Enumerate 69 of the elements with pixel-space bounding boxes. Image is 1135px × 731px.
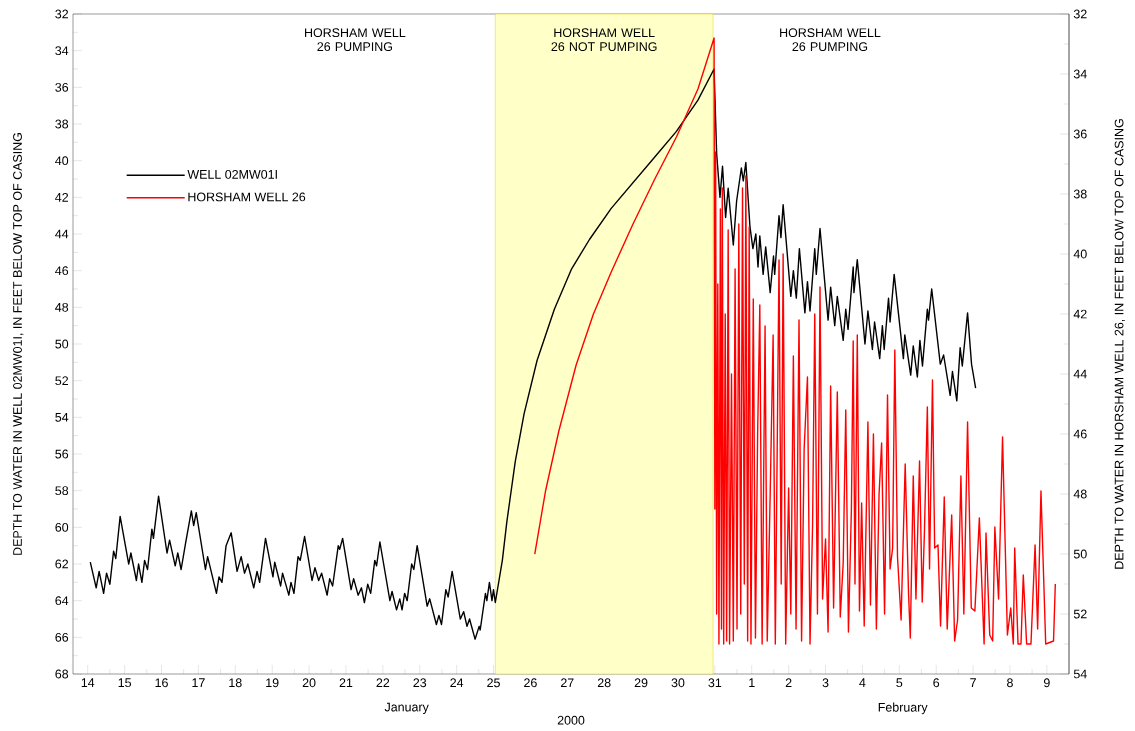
x-tick-label: 23: [413, 678, 427, 688]
y-tick-label: 62: [55, 559, 69, 569]
y2-tick-label: 48: [1073, 489, 1087, 499]
y-tick-label: 46: [55, 266, 69, 276]
y-tick-label: 54: [55, 413, 69, 422]
y-tick-label: 56: [55, 449, 69, 459]
x-tick-label: 3: [822, 678, 829, 688]
y-tick-label: 32: [55, 9, 69, 19]
x-tick-label: 17: [192, 678, 205, 687]
y-tick-label: 34: [55, 46, 69, 56]
x-tick-label: 2: [785, 678, 792, 688]
x-tick-label: 28: [597, 678, 611, 688]
y2-axis-title: DEPTH TO WATER IN HORSHAM WELL 26, IN FEET BELOW TOP OF CASING: [1114, 119, 1125, 569]
y2-tick-label: 34: [1073, 69, 1087, 79]
x-tick-label: 16: [155, 678, 168, 688]
y-tick-label: 50: [55, 339, 69, 349]
x-tick-label: 7: [970, 678, 976, 687]
x-tick-label: 27: [560, 678, 574, 688]
x-tick-label: 19: [266, 678, 279, 688]
line-series: [534, 37, 1057, 645]
y-tick-label: 42: [55, 193, 69, 202]
x-tick-label: 29: [634, 678, 648, 688]
y2-tick-label: 52: [1073, 609, 1087, 619]
y-tick-label: 38: [55, 119, 69, 129]
x-tick-label: 20: [302, 678, 316, 688]
legend-label: WELL 02MW01I: [187, 170, 277, 179]
y2-tick-label: 50: [1073, 549, 1087, 559]
x-tick-label: 8: [1007, 678, 1013, 688]
y2-tick-label: 32: [1073, 9, 1087, 19]
x-tick-label: 9: [1043, 678, 1050, 688]
y-tick-label: 48: [55, 302, 69, 312]
y-tick-label: 36: [55, 82, 69, 92]
x-tick-label: 15: [118, 678, 132, 688]
y-tick-label: 60: [55, 522, 69, 532]
x-tick-label: 18: [229, 678, 242, 688]
x-tick-label: 4: [859, 678, 866, 687]
y2-tick-label: 44: [1073, 369, 1087, 379]
x-tick-label: 22: [376, 678, 390, 688]
y-tick-label: 64: [55, 596, 69, 606]
x-tick-label: 1: [749, 678, 755, 687]
x-tick-label: 21: [339, 678, 353, 688]
y-tick-label: 44: [55, 229, 69, 239]
y2-tick-label: 46: [1073, 429, 1087, 439]
text: January: [384, 702, 429, 714]
x-axis-title: 2000: [557, 715, 585, 725]
y2-tick-label: 54: [1073, 669, 1087, 679]
y2-tick-label: 42: [1073, 309, 1087, 319]
y-tick-label: 40: [55, 156, 69, 166]
y-tick-label: 58: [55, 486, 69, 496]
y-axis-title: DEPTH TO WATER IN WELL 02MW01I, IN FEET BELOW TOP OF CASING: [13, 133, 24, 555]
x-tick-label: 6: [933, 678, 940, 688]
y2-tick-label: 40: [1073, 249, 1087, 259]
annotation: HORSHAM WELL 26 PUMPING: [305, 28, 406, 52]
x-tick-label: 26: [524, 678, 537, 688]
x-tick-label: 24: [450, 678, 464, 688]
annotation: HORSHAM WELL 26 PUMPING: [780, 28, 881, 52]
x-tick-label: 14: [81, 678, 95, 687]
y-tick-label: 66: [55, 632, 69, 642]
y-tick-label: 52: [55, 376, 69, 386]
x-tick-label: 25: [487, 678, 500, 688]
y2-tick-label: 38: [1073, 189, 1087, 199]
band-label: HORSHAM WELL 26 NOT PUMPING: [551, 28, 657, 52]
text: February: [878, 702, 928, 715]
y2-tick-label: 36: [1073, 129, 1087, 139]
legend-label: HORSHAM WELL 26: [188, 192, 306, 202]
x-tick-label: 31: [708, 678, 722, 688]
y-tick-label: 68: [55, 669, 69, 679]
x-tick-label: 30: [671, 678, 685, 688]
x-tick-label: 5: [896, 678, 903, 688]
